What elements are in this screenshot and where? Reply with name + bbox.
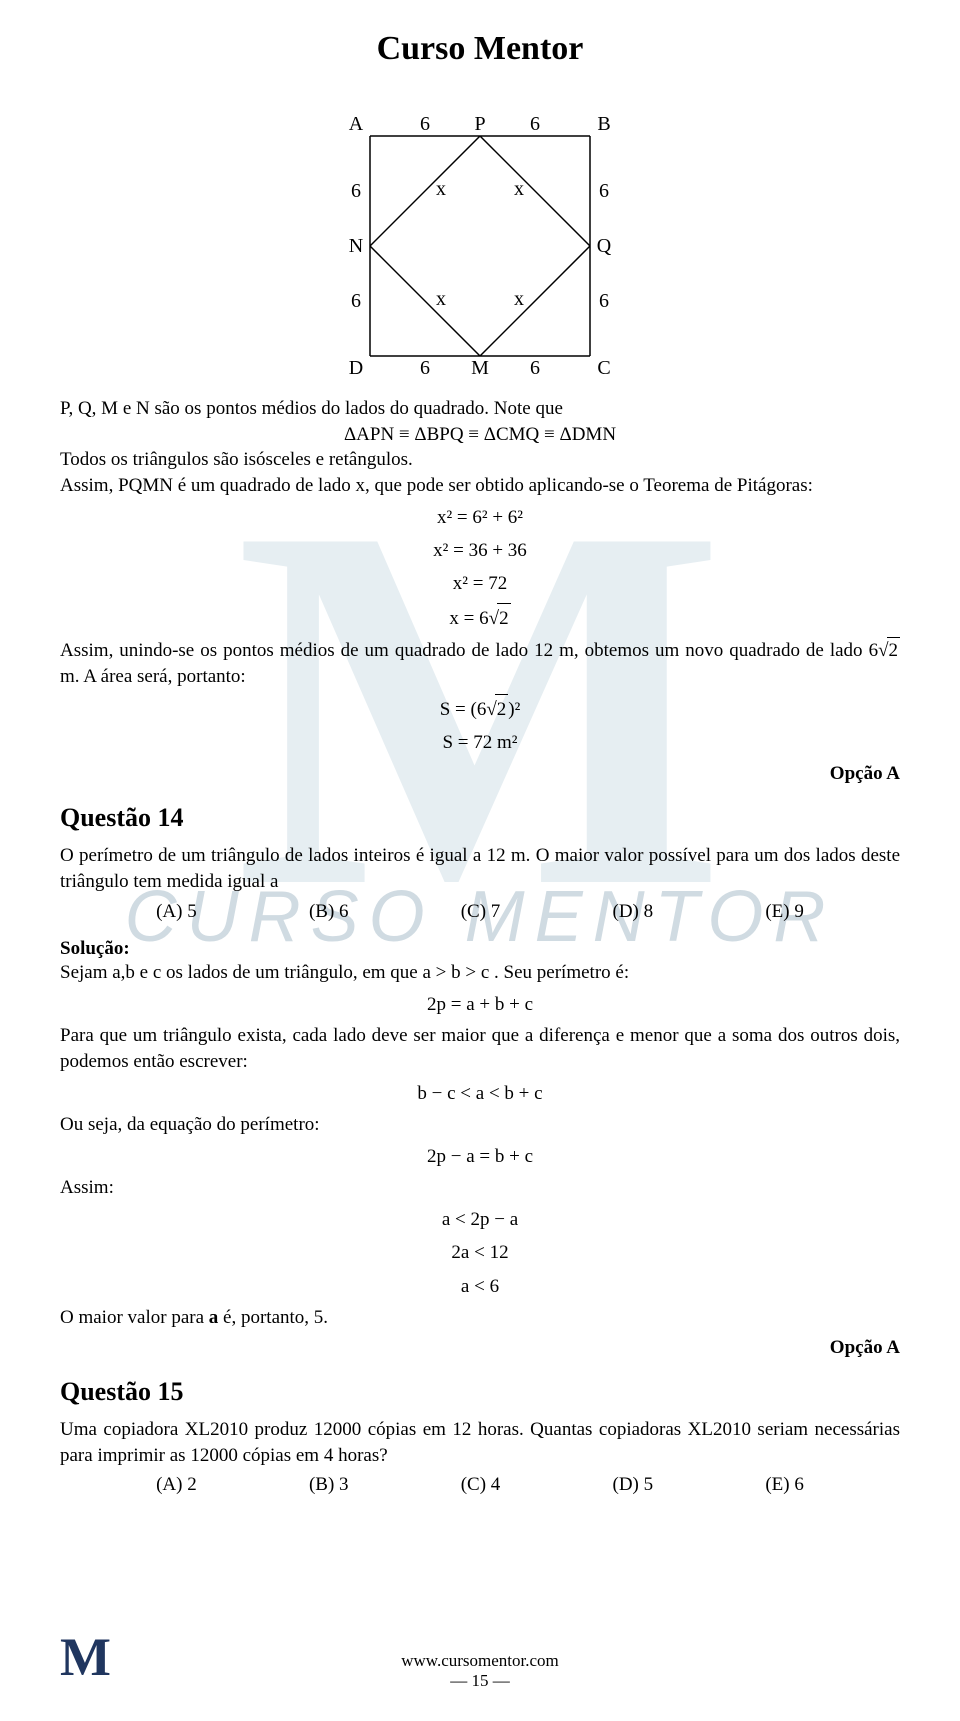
question-14-text: O perímetro de um triângulo de lados int… (60, 843, 900, 894)
solution-line-4: Assim: (60, 1175, 900, 1201)
svg-text:6: 6 (599, 290, 609, 312)
svg-text:B: B (597, 113, 610, 135)
page-title: Curso Mentor (60, 30, 900, 68)
sol5-post: é, portanto, 5. (218, 1307, 328, 1328)
question-15-choices: (A) 2 (B) 3 (C) 4 (D) 5 (E) 6 (60, 1472, 900, 1498)
square-diagram: A P B N Q D M C 6 6 6 6 6 6 6 6 x x x x (60, 86, 900, 386)
q15-choice-a: (A) 2 (156, 1472, 197, 1498)
q15-choice-c: (C) 4 (461, 1472, 501, 1498)
q14-choice-d: (D) 8 (613, 899, 654, 925)
sol5-bold: a (209, 1307, 219, 1328)
para4-c: m. A área será, portanto: (60, 666, 246, 687)
q14-choice-e: (E) 9 (765, 899, 804, 925)
svg-text:D: D (349, 357, 363, 379)
q14-choice-b: (B) 6 (309, 899, 349, 925)
equation-6: S = 72 m² (60, 728, 900, 757)
footer: M www.cursomentor.com — 15 — (0, 1651, 960, 1691)
solution-eq-4: a < 2p − a (60, 1205, 900, 1234)
solution-eq-3: 2p − a = b + c (60, 1142, 900, 1171)
paragraph-3: Assim, PQMN é um quadrado de lado x, que… (60, 473, 900, 499)
answer-a-2: Opção A (60, 1337, 900, 1359)
q15-choice-b: (B) 3 (309, 1472, 349, 1498)
solution-eq-2: b − c < a < b + c (60, 1079, 900, 1108)
paragraph-1: P, Q, M e N são os pontos médios do lado… (60, 396, 900, 422)
svg-text:x: x (514, 288, 524, 310)
paragraph-2: Todos os triângulos são isósceles e retâ… (60, 447, 900, 473)
question-14-heading: Questão 14 (60, 803, 900, 833)
answer-a-1: Opção A (60, 763, 900, 785)
paragraph-4: Assim, unindo-se os pontos médios de um … (60, 637, 900, 689)
equation-4: x = 62 (60, 603, 900, 633)
equation-1: x² = 6² + 6² (60, 503, 900, 532)
svg-text:x: x (436, 288, 446, 310)
solution-line-2: Para que um triângulo exista, cada lado … (60, 1023, 900, 1074)
svg-text:M: M (471, 357, 489, 379)
solution-line-1: Sejam a,b e c os lados de um triângulo, … (60, 960, 900, 986)
solution-line-5: O maior valor para a é, portanto, 5. (60, 1305, 900, 1331)
svg-text:6: 6 (530, 357, 540, 379)
para4-a: Assim, unindo-se os pontos médios de um … (60, 640, 869, 661)
eq4-lead: x = 6 (449, 608, 488, 629)
solution-eq-5: 2a < 12 (60, 1238, 900, 1267)
solution-line-3: Ou seja, da equação do perímetro: (60, 1112, 900, 1138)
svg-text:P: P (474, 113, 485, 135)
equation-2: x² = 36 + 36 (60, 536, 900, 565)
solution-eq-6: a < 6 (60, 1272, 900, 1301)
congruence-line: ΔAPN ≡ ΔBPQ ≡ ΔCMQ ≡ ΔDMN (60, 422, 900, 448)
footer-url: www.cursomentor.com (401, 1651, 559, 1671)
svg-text:6: 6 (420, 357, 430, 379)
svg-text:6: 6 (420, 113, 430, 135)
para4-radical: 2 (878, 637, 900, 664)
q14-choice-a: (A) 5 (156, 899, 197, 925)
q15-choice-e: (E) 6 (765, 1472, 804, 1498)
svg-text:x: x (514, 178, 524, 200)
svg-text:N: N (349, 235, 363, 257)
sol5-pre: O maior valor para (60, 1307, 209, 1328)
q14-choice-c: (C) 7 (461, 899, 501, 925)
question-15-heading: Questão 15 (60, 1377, 900, 1407)
svg-text:6: 6 (351, 180, 361, 202)
solution-eq-1: 2p = a + b + c (60, 990, 900, 1019)
eq4-radical: 2 (489, 603, 511, 633)
solution-heading: Solução: (60, 938, 900, 960)
footer-page-number: — 15 — (450, 1671, 510, 1691)
question-15-text: Uma copiadora XL2010 produz 12000 cópias… (60, 1417, 900, 1468)
svg-text:A: A (349, 113, 364, 135)
eq5-tail: )² (508, 699, 520, 720)
footer-logo-m: M (60, 1626, 111, 1688)
eq5-lead: S = (6 (440, 699, 487, 720)
svg-text:6: 6 (599, 180, 609, 202)
q15-choice-d: (D) 5 (613, 1472, 654, 1498)
svg-text:6: 6 (351, 290, 361, 312)
equation-5: S = (62)² (60, 694, 900, 724)
equation-3: x² = 72 (60, 569, 900, 598)
eq5-radical: 2 (486, 694, 508, 724)
para4-b: 6 (869, 640, 879, 661)
svg-text:x: x (436, 178, 446, 200)
svg-text:C: C (597, 357, 610, 379)
question-14-choices: (A) 5 (B) 6 (C) 7 (D) 8 (E) 9 (60, 899, 900, 925)
svg-text:Q: Q (597, 235, 612, 257)
svg-text:6: 6 (530, 113, 540, 135)
